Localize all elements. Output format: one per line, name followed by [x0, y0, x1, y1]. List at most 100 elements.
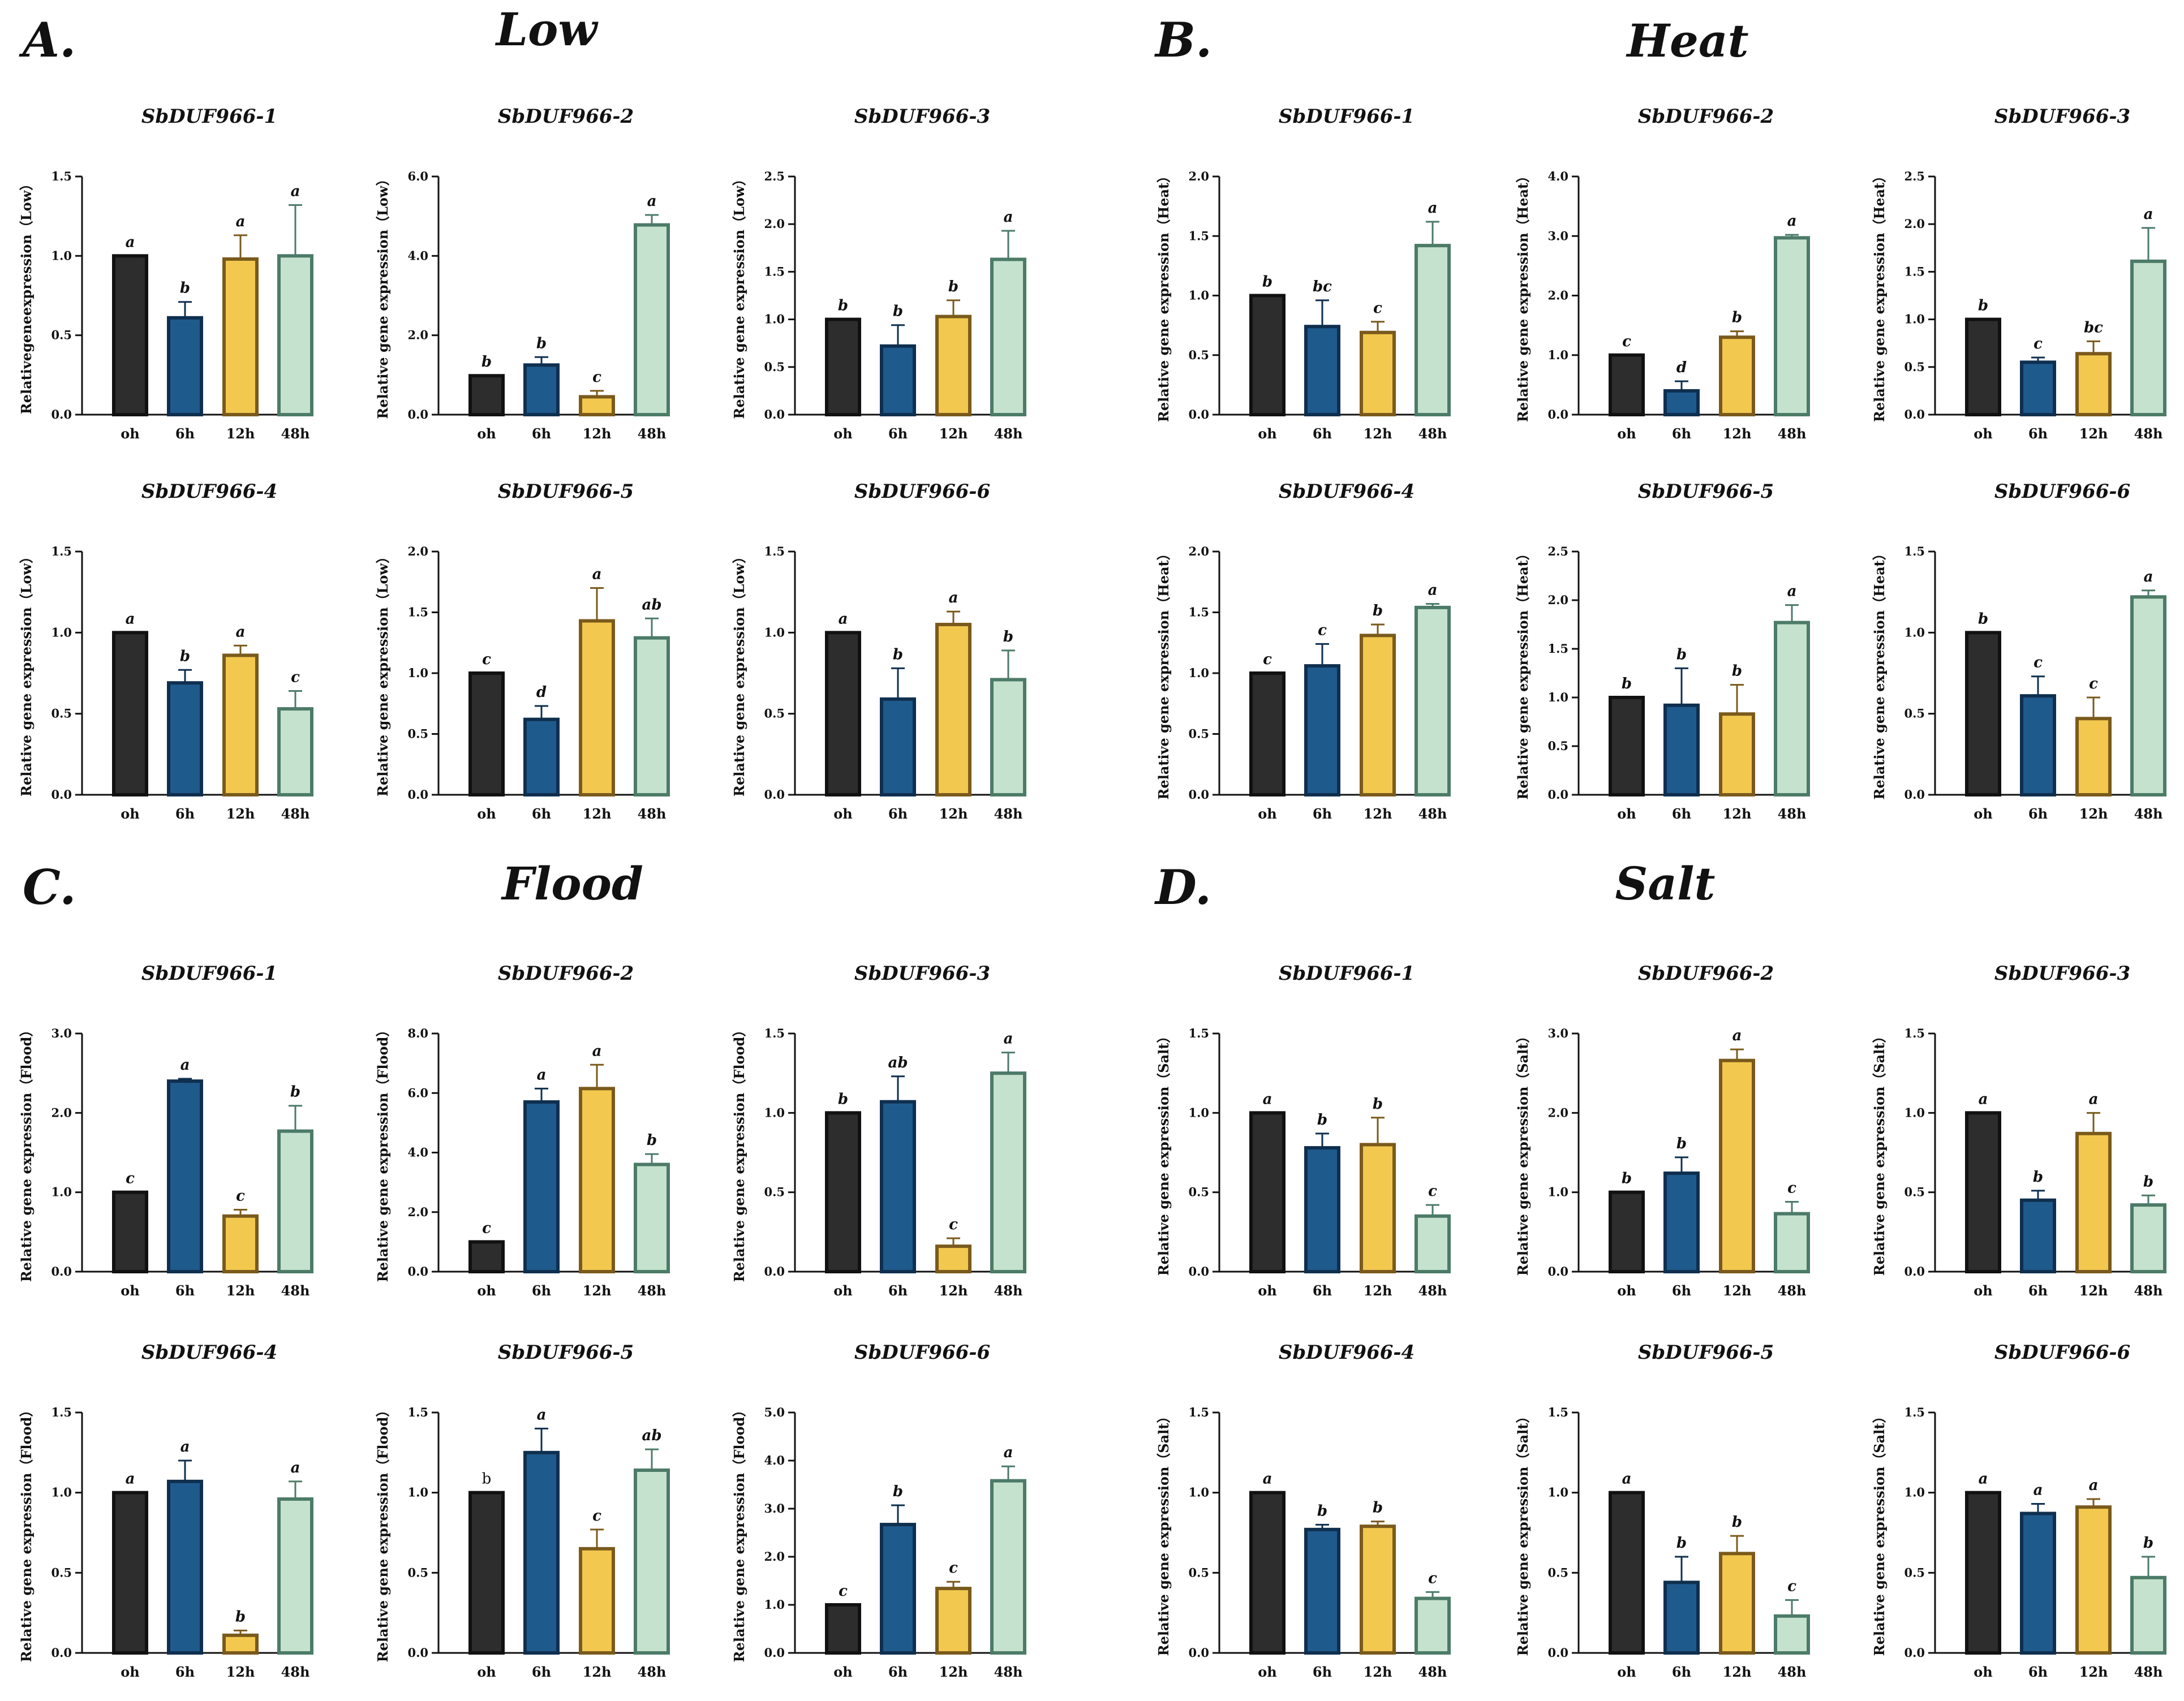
significance-label-6h: b	[180, 280, 190, 297]
y-tick-label: 1.0	[764, 1597, 785, 1612]
x-tick-label-oh: oh	[477, 1282, 496, 1299]
x-tick-label-12h: 12h	[1364, 425, 1392, 442]
bar-oh	[468, 671, 505, 796]
bar-oh	[1965, 317, 2001, 416]
chart-heat-4: SbDUF966-4 Relative gene expression（Heat）…	[1155, 480, 1451, 822]
y-tick-label: 1.0	[51, 1185, 72, 1199]
x-tick-label-12h: 12h	[1364, 1282, 1392, 1299]
x-tick-label-48h: 48h	[638, 1664, 667, 1680]
y-tick-label: 1.5	[1904, 264, 1925, 278]
y-tick-label: 1.0	[764, 312, 785, 326]
x-tick-label-oh: oh	[833, 806, 852, 822]
y-tick-label: 1.0	[51, 1485, 72, 1500]
y-tick-label: 1.5	[51, 169, 72, 183]
x-tick-label-48h: 48h	[281, 425, 310, 442]
x-tick-label-6h: 6h	[1672, 1664, 1691, 1680]
significance-label-48h: ab	[642, 1427, 661, 1444]
x-tick-label-12h: 12h	[583, 806, 612, 822]
significance-label-oh: b	[1622, 675, 1632, 692]
bar-6h	[880, 1523, 916, 1655]
x-tick-label-6h: 6h	[2028, 1664, 2048, 1680]
bar-oh	[1609, 696, 1645, 796]
bar-oh	[1965, 631, 2001, 797]
chart-title: SbDUF966-1	[141, 962, 277, 985]
bar-48h	[277, 707, 313, 796]
x-tick-label-oh: oh	[1617, 1664, 1636, 1680]
x-tick-label-48h: 48h	[1418, 425, 1447, 442]
y-tick-label: 2.0	[407, 1205, 428, 1219]
significance-label-48h: a	[291, 1459, 300, 1476]
significance-label-48h: a	[291, 183, 300, 200]
bar-48h	[1774, 1614, 1810, 1655]
y-tick-label: 1.5	[1904, 544, 1925, 558]
bar-48h	[2130, 259, 2166, 416]
y-tick-label: 0.5	[1188, 1565, 1209, 1579]
significance-label-48h: a	[1428, 200, 1438, 217]
significance-label-12h: a	[2089, 1091, 2099, 1108]
significance-label-oh: b	[1978, 610, 1988, 627]
significance-label-oh: b	[1262, 274, 1272, 291]
significance-label-12h: b	[1373, 1500, 1383, 1517]
y-tick-label: 0.0	[1547, 407, 1568, 421]
significance-label-12h: a	[236, 213, 246, 230]
x-tick-label-6h: 6h	[1672, 1282, 1691, 1299]
x-tick-label-12h: 12h	[1723, 1664, 1752, 1680]
y-axis-label: Relative gene expression（Flood）	[18, 1403, 35, 1663]
y-axis-label: Relative gene expression（Salt）	[1155, 1030, 1172, 1276]
y-axis-label: Relative gene expression（Low）	[375, 172, 391, 419]
y-tick-label: 0.5	[1904, 707, 1925, 721]
significance-label-12h: b	[1373, 1096, 1383, 1113]
bar-12h	[1719, 1058, 1755, 1274]
y-tick-label: 0.0	[1904, 787, 1925, 802]
bar-12h	[2075, 717, 2112, 797]
y-tick-label: 8.0	[407, 1026, 428, 1040]
significance-label-oh: a	[1622, 1471, 1632, 1488]
bar-6h	[167, 1079, 203, 1273]
significance-label-48h: c	[291, 669, 300, 686]
y-tick-label: 2.0	[1188, 544, 1209, 558]
chart-title: SbDUF966-6	[1994, 480, 2130, 503]
y-tick-label: 0.0	[764, 1264, 785, 1278]
significance-label-oh: a	[126, 1471, 135, 1488]
bar-oh	[1249, 1111, 1286, 1274]
y-tick-label: 2.0	[407, 544, 428, 558]
y-tick-label: 1.5	[1188, 1405, 1209, 1419]
x-tick-label-6h: 6h	[175, 425, 195, 442]
x-tick-label-6h: 6h	[1672, 806, 1691, 822]
bar-oh	[1249, 294, 1286, 416]
x-tick-label-6h: 6h	[532, 806, 551, 822]
significance-label-oh: a	[1979, 1471, 1988, 1488]
bar-6h	[523, 363, 560, 417]
significance-label-6h: a	[537, 1066, 547, 1083]
y-tick-label: 1.0	[407, 666, 428, 680]
y-tick-label: 1.5	[1188, 1026, 1209, 1040]
significance-label-48h: a	[1004, 209, 1013, 226]
y-tick-label: 4.0	[407, 248, 428, 262]
significance-label-12h: a	[949, 589, 958, 606]
y-tick-label: 1.5	[764, 1026, 785, 1040]
chart-flood-3: SbDUF966-3 Relative gene expression（Flood…	[731, 962, 1026, 1299]
x-tick-label-48h: 48h	[994, 425, 1023, 442]
bar-6h	[523, 1450, 560, 1655]
bar-oh	[468, 1491, 505, 1655]
y-tick-label: 2.0	[1188, 169, 1209, 183]
significance-label-12h: c	[949, 1560, 958, 1577]
y-tick-label: 0.0	[764, 1646, 785, 1660]
significance-label-12h: a	[236, 623, 246, 640]
y-axis-label: Relativegeneexpression（Low）	[18, 177, 35, 414]
bar-12h	[1360, 634, 1396, 796]
bar-6h	[167, 681, 203, 796]
y-tick-label: 0.0	[1188, 1264, 1209, 1278]
chart-low-1: SbDUF966-1 Relativegeneexpression（Low） 0.0…	[18, 105, 313, 442]
x-tick-label-6h: 6h	[532, 1664, 551, 1680]
y-tick-label: 2.5	[1904, 169, 1925, 183]
significance-label-12h: b	[1732, 1514, 1742, 1531]
x-tick-label-48h: 48h	[2134, 806, 2163, 822]
significance-label-6h: b	[2033, 1169, 2043, 1186]
bar-6h	[880, 697, 916, 797]
significance-label-12h: a	[592, 566, 602, 583]
significance-label-12h: b	[948, 278, 958, 295]
significance-label-oh: c	[126, 1170, 135, 1187]
chart-heat-1: SbDUF966-1 Relative gene expression（Heat）…	[1155, 105, 1451, 442]
x-tick-label-48h: 48h	[994, 1664, 1023, 1680]
